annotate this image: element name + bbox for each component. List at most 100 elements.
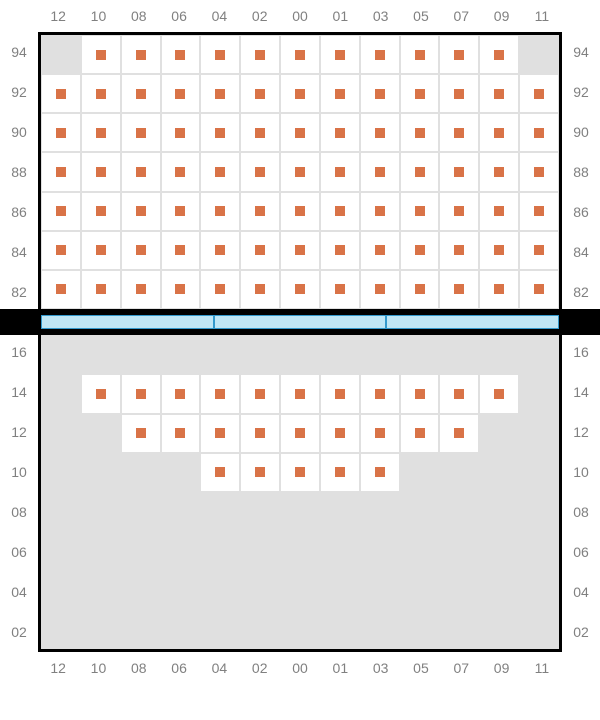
seat-available[interactable] [200,453,240,492]
seat-available[interactable] [240,270,280,309]
seat-available[interactable] [240,35,280,74]
seat-available[interactable] [360,192,400,231]
seat-available[interactable] [400,374,440,413]
seat-available[interactable] [161,113,201,152]
seat-available[interactable] [439,270,479,309]
seat-available[interactable] [280,192,320,231]
seat-available[interactable] [439,152,479,191]
seat-available[interactable] [161,374,201,413]
seat-available[interactable] [400,113,440,152]
seat-available[interactable] [360,374,400,413]
seat-available[interactable] [161,414,201,453]
seat-available[interactable] [400,35,440,74]
seat-available[interactable] [41,113,81,152]
seat-available[interactable] [240,152,280,191]
seat-available[interactable] [200,374,240,413]
seat-available[interactable] [320,231,360,270]
seat-available[interactable] [400,74,440,113]
seat-available[interactable] [41,270,81,309]
seat-available[interactable] [240,192,280,231]
seat-available[interactable] [439,414,479,453]
seat-available[interactable] [280,453,320,492]
seat-available[interactable] [360,453,400,492]
seat-available[interactable] [479,192,519,231]
seat-available[interactable] [121,74,161,113]
seat-available[interactable] [439,192,479,231]
seat-available[interactable] [479,374,519,413]
seat-available[interactable] [121,270,161,309]
seat-available[interactable] [121,113,161,152]
seat-available[interactable] [161,231,201,270]
seat-available[interactable] [121,374,161,413]
seat-available[interactable] [240,74,280,113]
seat-available[interactable] [280,113,320,152]
seat-available[interactable] [439,113,479,152]
seat-available[interactable] [320,270,360,309]
seat-available[interactable] [200,74,240,113]
seat-available[interactable] [161,270,201,309]
seat-available[interactable] [81,192,121,231]
seat-available[interactable] [360,231,400,270]
seat-available[interactable] [360,152,400,191]
seat-available[interactable] [479,152,519,191]
seat-available[interactable] [479,35,519,74]
seat-available[interactable] [320,192,360,231]
seat-available[interactable] [121,152,161,191]
seat-available[interactable] [519,152,559,191]
seat-available[interactable] [400,192,440,231]
seat-available[interactable] [400,231,440,270]
seat-available[interactable] [81,231,121,270]
seat-available[interactable] [519,270,559,309]
seat-available[interactable] [280,35,320,74]
seat-available[interactable] [81,270,121,309]
seat-available[interactable] [360,35,400,74]
seat-available[interactable] [81,35,121,74]
seat-available[interactable] [121,231,161,270]
seat-available[interactable] [81,113,121,152]
seat-available[interactable] [320,74,360,113]
seat-available[interactable] [240,374,280,413]
seat-available[interactable] [200,35,240,74]
seat-available[interactable] [200,270,240,309]
seat-available[interactable] [439,374,479,413]
seat-available[interactable] [41,192,81,231]
seat-available[interactable] [519,192,559,231]
seat-available[interactable] [519,113,559,152]
seat-available[interactable] [479,231,519,270]
seat-available[interactable] [280,231,320,270]
seat-available[interactable] [41,152,81,191]
seat-available[interactable] [280,374,320,413]
seat-available[interactable] [479,113,519,152]
seat-available[interactable] [240,113,280,152]
seat-available[interactable] [280,414,320,453]
seat-available[interactable] [200,192,240,231]
seat-available[interactable] [320,152,360,191]
seat-available[interactable] [240,453,280,492]
seat-available[interactable] [81,374,121,413]
seat-available[interactable] [161,192,201,231]
seat-available[interactable] [41,74,81,113]
seat-available[interactable] [360,270,400,309]
seat-available[interactable] [280,152,320,191]
seat-available[interactable] [200,414,240,453]
seat-available[interactable] [240,414,280,453]
seat-available[interactable] [121,414,161,453]
seat-available[interactable] [320,453,360,492]
seat-available[interactable] [519,231,559,270]
seat-available[interactable] [200,231,240,270]
seat-available[interactable] [320,374,360,413]
seat-available[interactable] [161,35,201,74]
seat-available[interactable] [280,270,320,309]
seat-available[interactable] [439,231,479,270]
seat-available[interactable] [400,414,440,453]
seat-available[interactable] [360,113,400,152]
seat-available[interactable] [360,74,400,113]
seat-available[interactable] [320,113,360,152]
seat-available[interactable] [41,231,81,270]
seat-available[interactable] [121,192,161,231]
seat-available[interactable] [161,152,201,191]
seat-available[interactable] [280,74,320,113]
seat-available[interactable] [320,35,360,74]
seat-available[interactable] [81,152,121,191]
seat-available[interactable] [400,152,440,191]
